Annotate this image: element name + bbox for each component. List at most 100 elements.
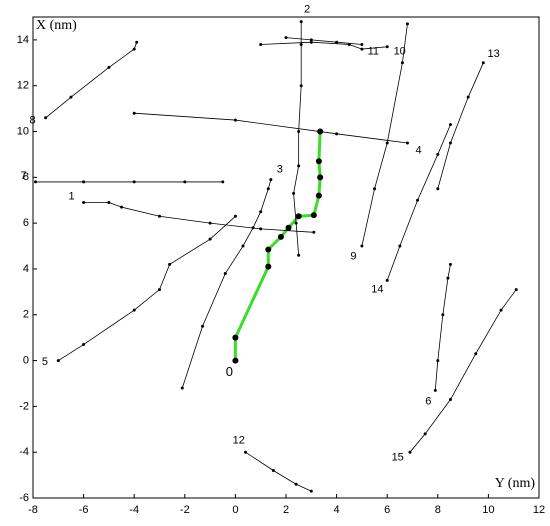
track-point: [208, 221, 212, 225]
y-tick-label: 10: [17, 125, 29, 137]
track-point: [107, 65, 111, 69]
track-point: [295, 213, 302, 220]
track-point: [310, 212, 317, 219]
track-point: [309, 40, 313, 44]
track-point: [107, 201, 111, 205]
track-point: [223, 272, 227, 276]
track-label: 8: [29, 115, 35, 127]
track-point: [266, 187, 270, 191]
y-tick-label: 6: [23, 217, 29, 229]
track-point: [271, 469, 275, 473]
track-point: [285, 224, 292, 231]
track-label: 12: [233, 434, 245, 446]
track-point: [259, 227, 263, 231]
track-point: [297, 253, 301, 257]
track-line: [434, 264, 451, 391]
track-point: [34, 180, 38, 184]
track-label: 1: [69, 190, 75, 202]
track-point: [232, 334, 239, 341]
track-point: [514, 288, 518, 292]
track-point: [317, 174, 324, 181]
track-point: [259, 210, 263, 214]
y-tick-label: 14: [17, 34, 29, 46]
track-point: [315, 158, 322, 165]
track-point: [69, 95, 73, 99]
track-point: [284, 36, 288, 40]
track-point: [132, 47, 136, 51]
track-point: [385, 278, 389, 282]
track-point: [299, 20, 303, 24]
track-point: [208, 237, 212, 241]
track-point: [265, 263, 272, 270]
y-tick-label: 4: [23, 263, 29, 275]
track-label: 10: [394, 46, 406, 58]
track-label: 5: [42, 356, 48, 368]
track-point: [183, 180, 187, 184]
track-label: 6: [425, 396, 431, 408]
track-line: [285, 37, 362, 45]
x-axis-title: Y (nm): [495, 476, 536, 491]
track-point: [400, 61, 404, 65]
x-tick-label: 6: [384, 504, 390, 516]
x-tick-label: 4: [334, 504, 340, 516]
track-point: [297, 164, 301, 168]
track-label: 15: [392, 452, 404, 464]
track-point: [82, 201, 86, 205]
track-point: [433, 388, 437, 392]
x-tick-label: 2: [283, 504, 289, 516]
track-point: [360, 42, 364, 46]
track-point: [448, 141, 452, 145]
track-point: [436, 187, 440, 191]
track-point: [132, 180, 136, 184]
track-point: [221, 180, 225, 184]
track-point: [385, 45, 389, 49]
track-point: [135, 40, 139, 44]
track-point: [405, 22, 409, 26]
track-point: [385, 141, 389, 145]
track-line: [134, 112, 408, 144]
track-line: [437, 62, 484, 189]
track-point: [158, 288, 161, 292]
track-line: [409, 289, 517, 453]
track-point: [436, 152, 440, 156]
track-point: [265, 246, 272, 253]
track-point: [201, 324, 205, 328]
track-point: [292, 191, 296, 195]
y-tick-label: -2: [19, 400, 29, 412]
track-point: [499, 308, 503, 312]
track-point: [82, 343, 86, 347]
track-line: [58, 215, 236, 361]
track-point: [241, 244, 245, 248]
track-point: [474, 352, 478, 356]
track-point: [436, 359, 440, 363]
track-line: [83, 202, 314, 233]
track-point: [180, 386, 184, 390]
track-point: [132, 308, 136, 312]
track-point: [335, 132, 339, 136]
track-point: [299, 84, 303, 88]
track-point: [441, 313, 445, 317]
x-tick-label: 12: [533, 504, 545, 516]
track-point: [277, 233, 284, 240]
track-point: [44, 116, 48, 120]
track-label: 11: [368, 45, 379, 57]
x-tick-label: 10: [482, 504, 494, 516]
track-point: [259, 42, 263, 46]
track-point: [232, 357, 239, 364]
track-point: [448, 123, 452, 127]
track-point: [408, 450, 412, 454]
track-label: 9: [350, 250, 356, 262]
y-tick-label: 8: [23, 171, 29, 183]
track-point: [335, 40, 339, 44]
x-tick-label: 8: [435, 504, 441, 516]
track-point: [448, 398, 452, 402]
y-tick-label: 12: [17, 80, 29, 92]
track-point: [360, 244, 364, 248]
track-point: [312, 230, 316, 234]
track-point: [446, 276, 450, 280]
track-label: 0: [226, 364, 233, 379]
track-point: [168, 262, 172, 266]
track-point: [398, 244, 402, 248]
track-point: [423, 432, 427, 436]
track-label: 4: [416, 144, 422, 156]
